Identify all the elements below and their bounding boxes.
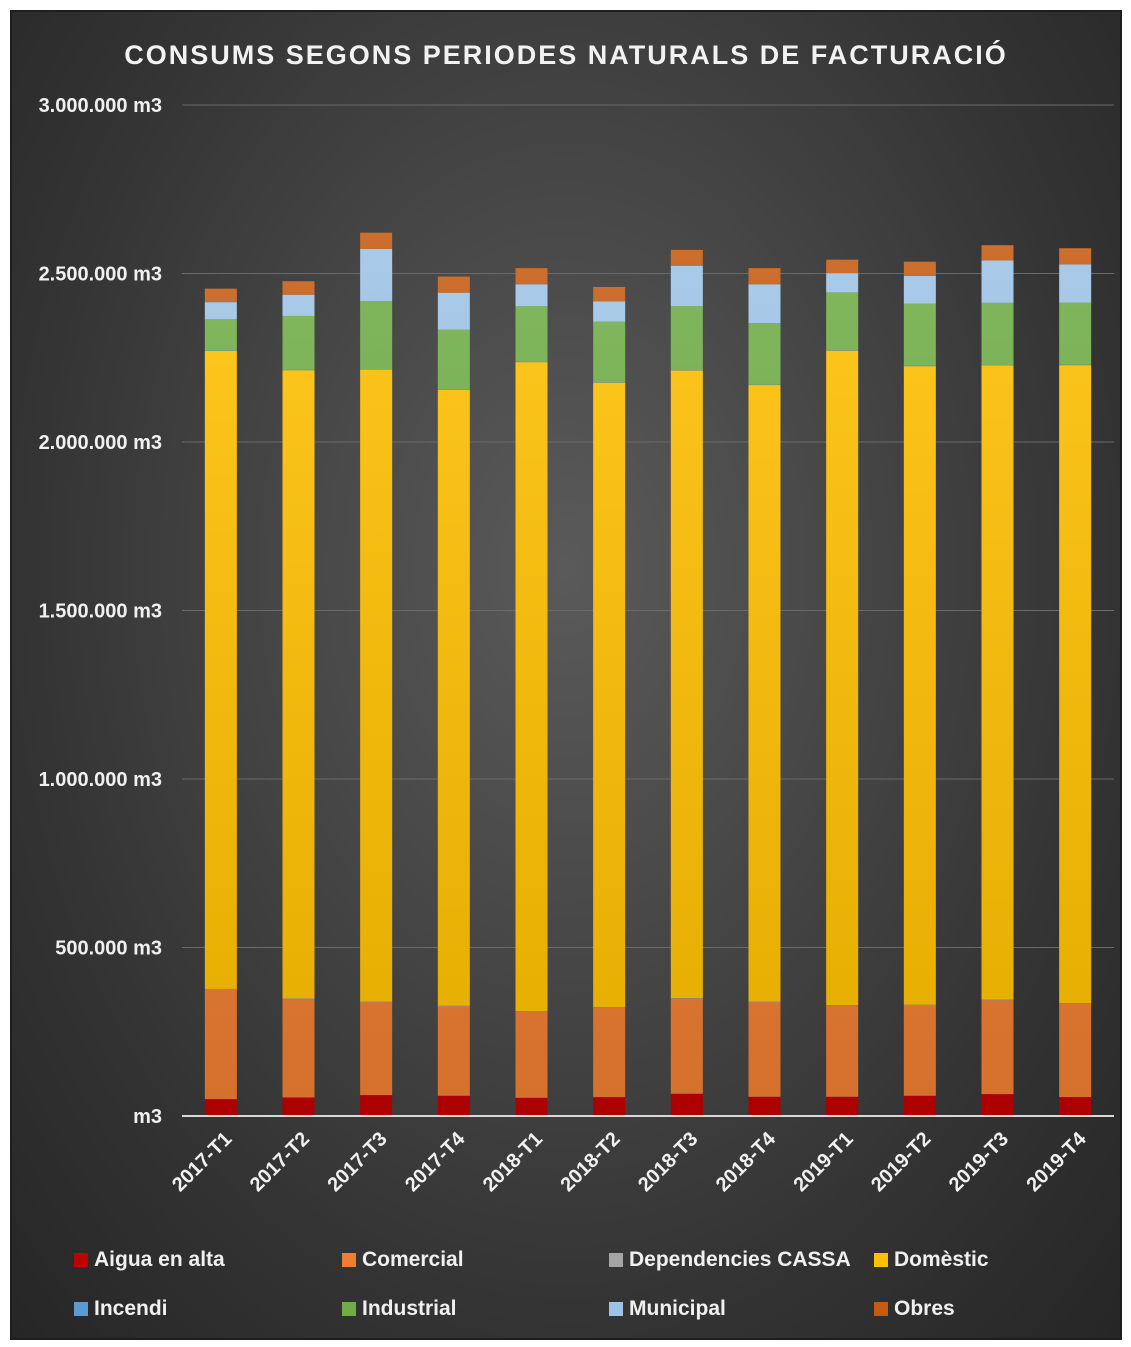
legend-swatch	[74, 1302, 88, 1316]
bar-shading	[282, 281, 315, 1117]
legend-item-incendi: Incendi	[74, 1297, 168, 1321]
x-tick-label: 2018-T4	[712, 1127, 781, 1196]
legend-swatch	[342, 1253, 356, 1267]
legend-label: Domèstic	[894, 1248, 989, 1271]
x-tick-label: 2019-T3	[945, 1128, 1013, 1196]
y-tick-label: 1.500.000 m3	[39, 601, 162, 623]
chart-title: CONSUMS SEGONS PERIODES NATURALS DE FACT…	[124, 40, 1008, 70]
y-tick-label: 2.000.000 m3	[39, 432, 162, 454]
x-tick-label: 2018-T2	[556, 1128, 624, 1196]
x-tick-label: 2019-T1	[789, 1128, 857, 1196]
bar-shading	[437, 276, 470, 1117]
legend-label: Municipal	[629, 1297, 726, 1320]
legend-swatch	[342, 1302, 356, 1316]
legend-swatch	[609, 1302, 623, 1316]
y-tick-label: 2.500.000 m3	[39, 264, 162, 286]
legend-label: Industrial	[362, 1297, 457, 1320]
y-tick-label: 500.000 m3	[55, 938, 162, 960]
bar-shading	[515, 268, 548, 1116]
legend-label: Aigua en alta	[94, 1248, 225, 1271]
legend-item-comercial: Comercial	[342, 1248, 464, 1272]
bar-shading	[748, 268, 781, 1116]
x-tick-label: 2018-T3	[634, 1128, 702, 1196]
legend-swatch	[609, 1253, 623, 1267]
x-tick-label: 2017-T3	[323, 1128, 391, 1196]
bar-shading	[981, 245, 1014, 1116]
legend-item-industrial: Industrial	[342, 1297, 457, 1321]
x-tick-label: 2017-T2	[246, 1128, 314, 1196]
bar-shading	[593, 286, 626, 1117]
x-tick-label: 2017-T1	[168, 1128, 236, 1196]
legend-label: Comercial	[362, 1248, 464, 1271]
legend-swatch	[874, 1253, 888, 1267]
x-tick-label: 2019-T4	[1022, 1127, 1091, 1196]
legend-item-obres: Obres	[874, 1297, 955, 1321]
legend-item-dom-stic: Domèstic	[874, 1248, 989, 1272]
y-tick-label: m3	[133, 1106, 162, 1128]
legend-label: Incendi	[94, 1297, 168, 1320]
x-tick-label: 2019-T2	[867, 1128, 935, 1196]
y-tick-label: 1.000.000 m3	[39, 769, 162, 791]
bar-shading	[204, 288, 237, 1116]
x-tick-label: 2018-T1	[479, 1128, 547, 1196]
chart-frame: CONSUMS SEGONS PERIODES NATURALS DE FACT…	[10, 10, 1122, 1340]
legend-item-municipal: Municipal	[609, 1297, 726, 1321]
bar-shading	[826, 259, 859, 1116]
y-tick-label: 3.000.000 m3	[39, 95, 162, 117]
legend-label: Obres	[894, 1297, 955, 1320]
chart-plot: m3 500.000 m3 1.000.000 m3 1.500.000 m3 2.00…	[39, 95, 1114, 1196]
x-tick-label: 2017-T4	[401, 1127, 470, 1196]
legend-item-aigua-en-alta: Aigua en alta	[74, 1248, 225, 1272]
legend-item-dependencies-cassa: Dependencies CASSA	[609, 1248, 851, 1272]
legend-label: Dependencies CASSA	[629, 1248, 851, 1271]
bar-shading	[670, 249, 703, 1116]
legend-swatch	[74, 1253, 88, 1267]
bar-shading	[903, 261, 936, 1116]
bar-shading	[360, 232, 393, 1116]
legend-swatch	[874, 1302, 888, 1316]
bar-shading	[1059, 248, 1092, 1117]
